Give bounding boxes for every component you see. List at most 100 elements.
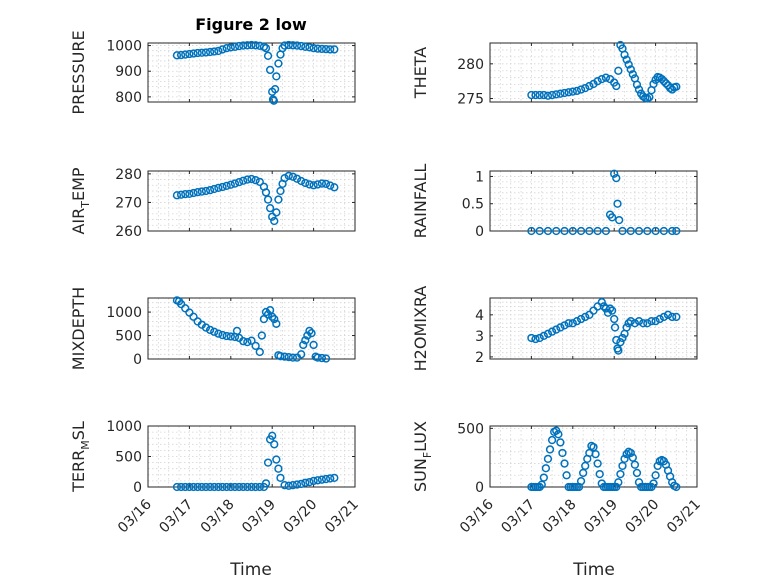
data-point	[251, 341, 260, 351]
data-point	[214, 46, 223, 56]
y-tick-label: 0	[133, 480, 142, 496]
data-point	[255, 177, 264, 187]
data-point	[243, 41, 252, 50]
data-point	[276, 186, 285, 196]
data-point	[226, 43, 235, 52]
data-point	[172, 482, 182, 492]
data-point	[234, 41, 244, 51]
y-tick-label: 280	[115, 167, 142, 183]
data-point	[572, 316, 582, 326]
y-tick-label: 275	[457, 92, 484, 108]
data-point	[330, 45, 339, 54]
y-axis-label-main: PRESSURE	[69, 30, 88, 114]
data-point	[210, 47, 219, 56]
y-tick-label: 0	[133, 352, 142, 368]
data-point	[326, 45, 335, 54]
data-point	[297, 41, 306, 51]
data-point	[581, 312, 590, 322]
y-tick-label: 3	[475, 329, 484, 345]
data-point	[193, 482, 202, 492]
data-point	[301, 336, 310, 345]
data-point	[612, 482, 621, 492]
data-point	[272, 319, 281, 328]
data-point	[307, 329, 316, 338]
data-point	[270, 314, 279, 324]
data-point	[628, 453, 637, 462]
data-point	[201, 186, 211, 196]
y-axis-label-main: THETA	[411, 47, 430, 99]
data-point	[309, 181, 318, 190]
data-point	[531, 334, 540, 344]
data-point	[634, 226, 644, 236]
data-point	[610, 169, 619, 178]
data-point	[614, 346, 623, 355]
data-point	[239, 482, 248, 492]
data-point	[222, 482, 231, 492]
y-tick-label: 500	[457, 421, 484, 437]
data-point	[630, 319, 640, 328]
data-point	[176, 50, 186, 60]
data-point	[330, 183, 339, 192]
data-point	[622, 323, 631, 332]
data-point	[297, 176, 306, 186]
data-point	[672, 482, 681, 492]
data-point	[613, 199, 622, 208]
data-point	[564, 319, 573, 328]
data-point	[234, 177, 244, 187]
data-point	[659, 226, 669, 236]
data-point	[585, 81, 594, 91]
data-point	[292, 174, 302, 183]
data-point	[317, 475, 327, 484]
data-point	[210, 327, 219, 336]
data-point	[560, 459, 569, 468]
data-point	[261, 307, 271, 317]
data-point	[556, 438, 565, 447]
data-point	[556, 323, 565, 332]
data-point	[263, 51, 273, 60]
data-point	[615, 215, 624, 225]
data-point	[226, 180, 235, 189]
data-point	[547, 435, 557, 445]
data-point	[176, 190, 186, 199]
data-point	[292, 41, 302, 50]
data-point	[301, 178, 310, 188]
data-point	[624, 60, 633, 69]
data-point	[639, 319, 648, 328]
y-tick-label: 0	[475, 224, 484, 240]
data-point	[309, 43, 318, 53]
data-point	[274, 464, 283, 473]
data-point	[205, 47, 215, 57]
data-point	[288, 41, 298, 50]
data-point	[672, 82, 681, 91]
data-point	[564, 88, 573, 97]
data-point	[288, 481, 298, 490]
data-point	[218, 45, 227, 54]
data-point	[239, 41, 248, 50]
data-point	[552, 325, 561, 334]
data-point	[539, 90, 548, 100]
data-point	[185, 189, 194, 199]
data-point	[576, 226, 586, 236]
data-point	[626, 448, 635, 458]
data-point	[558, 448, 567, 458]
data-point	[539, 473, 548, 482]
data-point	[239, 337, 248, 346]
data-point	[614, 478, 623, 487]
y-axis-label: PRESSURE	[69, 30, 88, 114]
data-point	[222, 331, 231, 341]
data-point	[585, 310, 594, 319]
data-point	[568, 319, 577, 328]
data-point	[284, 352, 293, 362]
data-point	[527, 90, 536, 100]
data-point	[541, 464, 551, 473]
data-point	[576, 314, 586, 324]
data-point	[531, 90, 540, 100]
y-tick-label: 1000	[106, 305, 142, 321]
data-point	[313, 44, 322, 53]
data-point	[303, 331, 312, 340]
y-axis-label: H2OMIXRA	[411, 286, 430, 372]
data-point	[261, 43, 271, 53]
data-point	[309, 340, 318, 350]
data-point	[597, 74, 606, 84]
